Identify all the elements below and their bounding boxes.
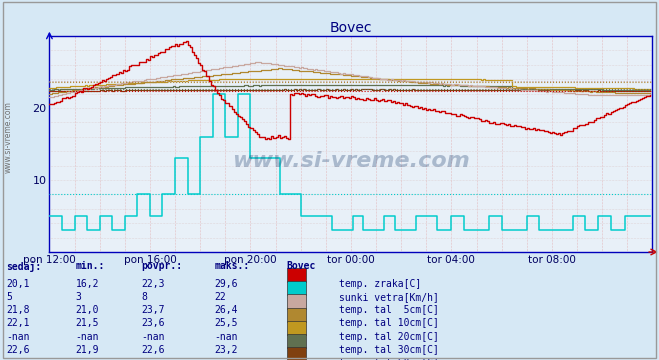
Text: 22,6: 22,6 xyxy=(142,345,165,355)
Text: 21,5: 21,5 xyxy=(76,318,100,328)
Bar xyxy=(287,268,306,282)
Text: -nan: -nan xyxy=(214,332,238,342)
Bar xyxy=(287,347,306,360)
Text: www.si-vreme.com: www.si-vreme.com xyxy=(4,101,13,173)
Text: 21,8: 21,8 xyxy=(7,305,30,315)
Text: maks.:: maks.: xyxy=(214,261,249,271)
Text: www.si-vreme.com: www.si-vreme.com xyxy=(232,151,470,171)
Bar xyxy=(287,307,306,322)
Bar xyxy=(287,294,306,309)
Text: min.:: min.: xyxy=(76,261,105,271)
Text: temp. tal 10cm[C]: temp. tal 10cm[C] xyxy=(339,318,440,328)
Text: -nan: -nan xyxy=(214,358,238,360)
Text: sunki vetra[Km/h]: sunki vetra[Km/h] xyxy=(339,292,440,302)
Text: 25,5: 25,5 xyxy=(214,318,238,328)
Text: 23,6: 23,6 xyxy=(142,318,165,328)
Text: 5: 5 xyxy=(7,292,13,302)
Text: 22,1: 22,1 xyxy=(7,318,30,328)
Text: temp. tal 20cm[C]: temp. tal 20cm[C] xyxy=(339,332,440,342)
Text: 21,0: 21,0 xyxy=(76,305,100,315)
Text: -nan: -nan xyxy=(7,332,30,342)
Text: -nan: -nan xyxy=(142,358,165,360)
Text: 23,2: 23,2 xyxy=(214,345,238,355)
Text: -nan: -nan xyxy=(142,332,165,342)
Text: 23,7: 23,7 xyxy=(142,305,165,315)
Text: 29,6: 29,6 xyxy=(214,279,238,289)
Text: sedaj:: sedaj: xyxy=(7,261,42,272)
Text: 8: 8 xyxy=(142,292,148,302)
Text: 16,2: 16,2 xyxy=(76,279,100,289)
Text: Bovec: Bovec xyxy=(287,261,316,271)
Text: -nan: -nan xyxy=(76,358,100,360)
Bar xyxy=(287,334,306,348)
Text: 3: 3 xyxy=(76,292,82,302)
Text: -nan: -nan xyxy=(76,332,100,342)
Bar xyxy=(287,282,306,295)
Text: temp. tal 30cm[C]: temp. tal 30cm[C] xyxy=(339,345,440,355)
Text: 22,6: 22,6 xyxy=(7,345,30,355)
Text: temp. tal 50cm[C]: temp. tal 50cm[C] xyxy=(339,358,440,360)
Text: 26,4: 26,4 xyxy=(214,305,238,315)
Text: temp. zraka[C]: temp. zraka[C] xyxy=(339,279,422,289)
Text: temp. tal  5cm[C]: temp. tal 5cm[C] xyxy=(339,305,440,315)
Text: 22,3: 22,3 xyxy=(142,279,165,289)
Text: 22: 22 xyxy=(214,292,226,302)
Text: povpr.:: povpr.: xyxy=(142,261,183,271)
Title: Bovec: Bovec xyxy=(330,21,372,35)
Text: 20,1: 20,1 xyxy=(7,279,30,289)
Text: -nan: -nan xyxy=(7,358,30,360)
Text: 21,9: 21,9 xyxy=(76,345,100,355)
Bar xyxy=(287,321,306,335)
